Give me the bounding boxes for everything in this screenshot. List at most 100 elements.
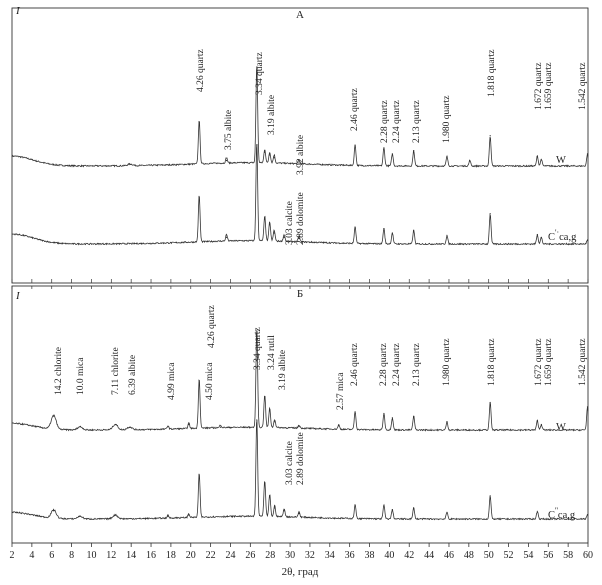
peak-point: [273, 157, 275, 159]
peak-annotation: 4.26 quartz: [207, 305, 217, 348]
x-tick-label: 22: [206, 550, 216, 561]
peak-point: [469, 159, 471, 162]
peak-annotation: 1.672 quartz: [534, 339, 544, 387]
peak-point: [53, 415, 55, 417]
peak-point: [167, 426, 169, 428]
series-line: [11, 143, 589, 246]
peak-annotation: 3.92 albite: [296, 135, 306, 175]
peak-point: [489, 213, 491, 215]
peak-point: [283, 510, 285, 512]
peak-point: [298, 161, 300, 163]
peak-annotation: 1.818 quartz: [487, 339, 497, 387]
peak-point: [540, 423, 542, 426]
peak-point: [489, 401, 491, 404]
peak-point: [256, 419, 258, 421]
peak-point: [256, 66, 258, 68]
peak-point: [383, 504, 385, 506]
peak-point: [283, 236, 285, 238]
x-tick-label: 30: [285, 550, 295, 561]
panel-frame: [11, 7, 589, 284]
x-tick-label: 52: [504, 550, 514, 561]
diffraction-traces: [11, 66, 589, 521]
x-tick-label: 8: [69, 550, 74, 561]
peak-point: [586, 239, 589, 241]
x-tick-label: 18: [166, 550, 176, 561]
peak-annotation: 3.19 albite: [267, 95, 277, 135]
peak-point: [446, 156, 448, 158]
y-axis-label: I: [15, 5, 21, 17]
peak-point: [489, 495, 491, 497]
peak-point: [540, 236, 542, 238]
chart-text: A I W C'·ca,g Б I W C''ca,g 4.26 quartz 3.75 albi…: [15, 5, 588, 521]
peak-point: [198, 379, 200, 382]
peak-point: [383, 228, 385, 230]
peak-annotation: 3.19 albite: [278, 350, 288, 390]
peak-point: [53, 510, 55, 512]
x-tick-label: 54: [523, 550, 533, 561]
x-tick-label: 50: [484, 550, 494, 561]
peak-point: [79, 515, 81, 517]
x-tick-label: 10: [86, 550, 96, 561]
peak-point: [540, 158, 542, 160]
x-axis-label: 2θ, град: [282, 566, 319, 578]
peak-point: [536, 420, 538, 422]
peak-point: [298, 426, 300, 428]
peak-point: [225, 236, 228, 238]
peak-annotation: 4.99 mica: [167, 362, 177, 400]
x-tick-label: 40: [384, 550, 394, 561]
x-tick-label: 14: [126, 550, 136, 561]
peak-point: [114, 514, 116, 516]
panel-title: A: [296, 9, 304, 21]
peak-point: [264, 218, 266, 220]
peak-point: [536, 510, 538, 512]
peak-point: [188, 514, 190, 516]
peak-annotation: 2.89 dolomite: [296, 192, 306, 245]
series-line: [11, 420, 589, 521]
peak-point: [264, 482, 266, 484]
peak-point: [383, 147, 385, 149]
peak-annotation: 1.542 quartz: [578, 339, 588, 387]
trace-label-c: C''ca,g: [548, 506, 576, 521]
x-tick-label: 24: [225, 550, 235, 561]
peak-point: [114, 423, 116, 426]
x-tick-label: 28: [265, 550, 275, 561]
peak-point: [391, 153, 393, 155]
peak-point: [586, 153, 589, 155]
peak-point: [413, 150, 415, 152]
trace-label-w: W: [556, 422, 566, 433]
x-tick-label: 26: [245, 550, 255, 561]
x-tick-label: 58: [563, 550, 573, 561]
panel-frames: [11, 7, 589, 544]
peak-point: [413, 229, 415, 231]
peak-point: [198, 196, 200, 198]
peak-point: [274, 507, 276, 509]
x-tick-label: 48: [464, 550, 474, 561]
peak-annotation: 2.28 quartz: [380, 100, 390, 143]
peak-point: [269, 496, 271, 498]
peak-point: [188, 423, 190, 426]
peak-point: [489, 135, 491, 137]
peak-point: [383, 412, 385, 415]
peak-point: [269, 224, 271, 226]
peak-point: [167, 515, 169, 517]
peak-annotation: 2.46 quartz: [350, 343, 360, 386]
x-tick-label: 60: [583, 550, 593, 561]
peak-annotation: 3.34 quartz: [255, 52, 265, 95]
peak-point: [79, 426, 81, 428]
peak-annotation: 7.11 chlorite: [111, 347, 121, 395]
peak-point: [198, 121, 200, 123]
peak-point: [446, 421, 448, 423]
peak-point: [219, 426, 222, 428]
x-tick-label: 42: [404, 550, 414, 561]
peak-point: [274, 421, 276, 423]
peak-annotation: 3.03 calcite: [285, 201, 295, 245]
peak-point: [256, 144, 258, 146]
peak-point: [269, 154, 271, 156]
peak-annotation: 2.89 dolomite: [296, 432, 306, 485]
peak-annotation: 3.24 rutil: [267, 335, 277, 370]
peak-point: [536, 234, 538, 236]
x-tick-label: 6: [49, 550, 54, 561]
peak-annotation: 3.03 calcite: [285, 441, 295, 485]
